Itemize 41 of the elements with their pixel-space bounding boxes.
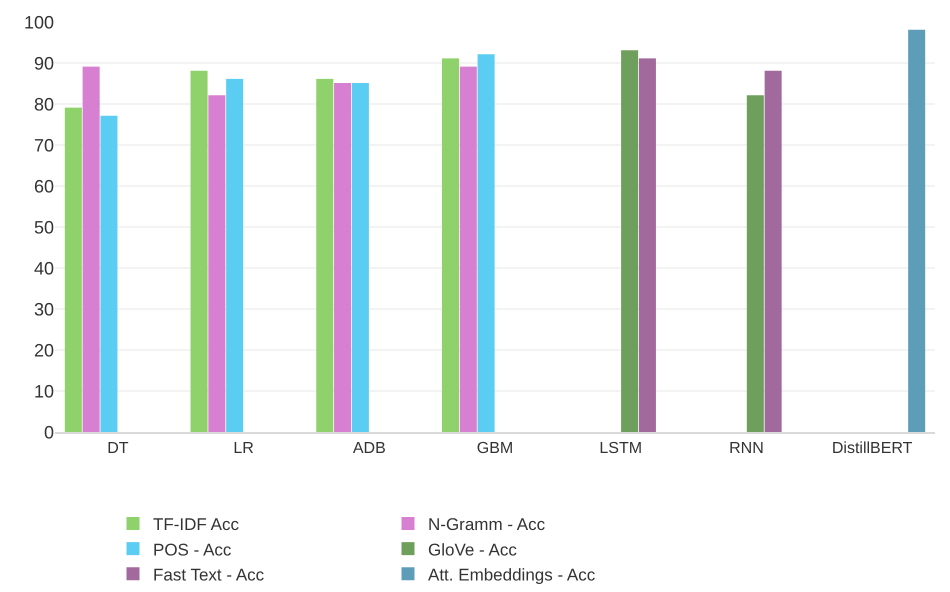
legend-label: Fast Text - Acc bbox=[153, 565, 265, 584]
y-tick-label: 70 bbox=[34, 135, 54, 156]
bar bbox=[208, 95, 226, 432]
legend-label: GloVe - Acc bbox=[428, 540, 518, 560]
bar bbox=[908, 30, 926, 432]
x-tick-label: RNN bbox=[729, 440, 764, 458]
bar bbox=[764, 70, 782, 432]
y-tick-label: 20 bbox=[34, 340, 54, 360]
y-tick-label: 0 bbox=[44, 422, 54, 442]
bar bbox=[442, 58, 459, 432]
y-tick-label: 40 bbox=[34, 258, 54, 278]
bar bbox=[478, 54, 495, 432]
bar bbox=[638, 58, 656, 432]
bar bbox=[621, 50, 638, 432]
y-tick-label: 100 bbox=[24, 12, 54, 32]
x-tick-label: LSTM bbox=[599, 440, 642, 458]
legend-label: Att. Embeddings - Acc bbox=[428, 565, 596, 584]
legend-label: N-Gramm - Acc bbox=[428, 515, 546, 534]
y-tick-label: 60 bbox=[34, 176, 54, 196]
bar bbox=[352, 83, 369, 432]
bar bbox=[82, 66, 100, 432]
legend-label: TF-IDF Acc bbox=[153, 515, 240, 534]
y-tick-label: 50 bbox=[34, 217, 54, 238]
y-tick-label: 80 bbox=[34, 94, 54, 114]
x-tick-label: GBM bbox=[476, 440, 514, 458]
bar bbox=[316, 78, 334, 432]
bar bbox=[100, 116, 118, 432]
legend-label: POS - Acc bbox=[153, 540, 232, 560]
bar bbox=[746, 95, 764, 432]
x-tick-label: DistillBERT bbox=[832, 440, 913, 458]
bar bbox=[226, 78, 244, 432]
x-tick-label: DT bbox=[107, 440, 129, 458]
bar bbox=[334, 83, 352, 432]
x-tick-label: ADB bbox=[352, 440, 386, 458]
bar bbox=[190, 70, 208, 432]
y-tick-label: 30 bbox=[34, 299, 54, 320]
y-tick-label: 10 bbox=[34, 381, 54, 402]
bar bbox=[64, 108, 82, 432]
y-tick-label: 90 bbox=[34, 53, 54, 74]
x-tick-label: LR bbox=[233, 440, 254, 458]
bar bbox=[460, 66, 477, 432]
